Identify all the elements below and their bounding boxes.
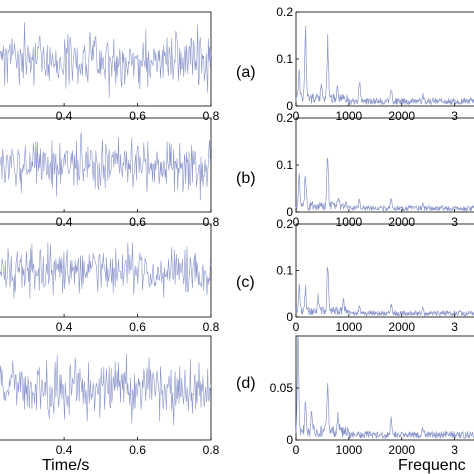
spectrum-1-spectrum-line <box>295 157 474 212</box>
panel-label-d: (d) <box>236 375 256 392</box>
spectrum-1-xtick-label: 0 <box>293 215 300 229</box>
spectrum-0-xtick-label: 0 <box>293 109 300 123</box>
time-3-xtick-label: 0.4 <box>56 443 73 457</box>
time-2-axes-box <box>0 223 212 318</box>
spectrum-3-xtick-label: 3 <box>451 443 458 457</box>
time-1-axes-box <box>0 117 212 213</box>
spectrum-2-ytick-label: 0.2 <box>276 217 293 231</box>
time-3-axes-box <box>0 335 212 441</box>
spectrum-2-ytick-label: 0.1 <box>276 264 293 278</box>
spectrum-1-ytick-label: 0.1 <box>276 158 293 172</box>
time-0-xtick-label: 0.8 <box>203 109 220 123</box>
panel-label-c: (c) <box>236 274 255 291</box>
time-1-xtick-label: 0.8 <box>203 215 220 229</box>
panel-label-b: (b) <box>236 170 256 187</box>
time-0-xtick-label: 0.4 <box>56 109 73 123</box>
spectrum-1-ytick-label: 0.2 <box>276 111 293 125</box>
time-3-signal-line <box>0 353 212 426</box>
spectrum-2-spectrum-line <box>295 266 474 317</box>
spectrum-3-xtick-label: 2000 <box>388 443 415 457</box>
time-2-xtick-label: 0.8 <box>203 320 220 334</box>
spectrum-0-xtick-label: 1000 <box>336 109 363 123</box>
time-2-xtick-label: 0.6 <box>129 320 146 334</box>
spectrum-1-xtick-label: 3 <box>451 215 458 229</box>
spectrum-1-ytick-label: 0 <box>286 205 293 219</box>
time-1-xtick-label: 0.4 <box>56 215 73 229</box>
time-2-signal-line <box>0 242 212 299</box>
time-0-signal-line <box>0 22 212 98</box>
spectrum-0-ytick-label: 0 <box>286 99 293 113</box>
spectrum-0-ytick-label: 0.2 <box>276 5 293 19</box>
spectrum-2-xtick-label: 3 <box>451 320 458 334</box>
spectrum-1-axes-box <box>295 117 474 213</box>
spectrum-0-ytick-label: 0.1 <box>276 52 293 66</box>
spectrum-1-xtick-label: 1000 <box>336 215 363 229</box>
time-1-xtick-label: 0.6 <box>129 215 146 229</box>
time-0-xtick-label: 0.6 <box>129 109 146 123</box>
spectrum-3-axes-box <box>295 335 474 441</box>
spectrum-2-ytick-label: 0 <box>286 310 293 324</box>
time-1-signal-line <box>0 132 212 201</box>
time-3-xtick-label: 0.8 <box>203 443 220 457</box>
spectrum-0-spectrum-line <box>295 25 474 106</box>
spectrum-2-xtick-label: 2000 <box>388 320 415 334</box>
spectrum-0-xtick-label: 3 <box>451 109 458 123</box>
spectrum-0-xtick-label: 2000 <box>388 109 415 123</box>
spectrum-1-xtick-label: 2000 <box>388 215 415 229</box>
time-3-xtick-label: 0.6 <box>129 443 146 457</box>
spectrum-3-xtick-label: 1000 <box>336 443 363 457</box>
spectrum-3-ytick-label: 0.05 <box>270 381 294 395</box>
frequency-axis-label: Frequenc <box>398 457 466 474</box>
spectrum-3-spectrum-line <box>295 335 474 440</box>
spectrum-2-xtick-label: 0 <box>293 320 300 334</box>
time-0-axes-box <box>0 11 212 107</box>
time-axis-label: Time/s <box>42 457 89 474</box>
spectrum-3-xtick-label: 0 <box>293 443 300 457</box>
time-2-xtick-label: 0.4 <box>56 320 73 334</box>
spectrum-2-xtick-label: 1000 <box>336 320 363 334</box>
panel-label-a: (a) <box>236 64 256 81</box>
spectrum-2-axes-box <box>295 223 474 318</box>
spectrum-3-ytick-label: 0 <box>286 433 293 447</box>
